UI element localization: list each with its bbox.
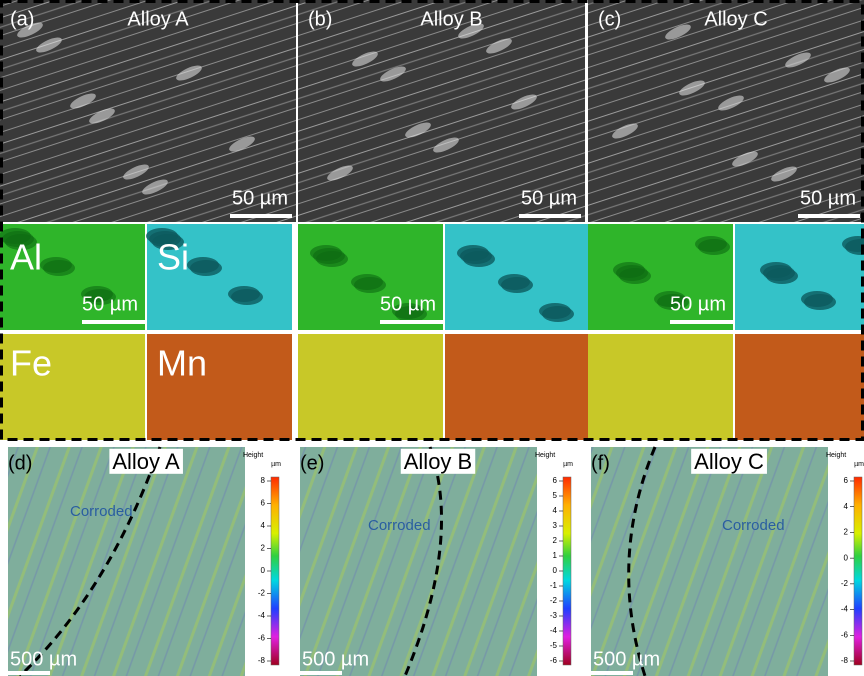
height-map bbox=[8, 447, 245, 676]
colorbar-tick-label: 8 bbox=[261, 476, 266, 485]
eds-phase bbox=[316, 251, 348, 267]
eds-map bbox=[445, 334, 590, 440]
element-label: Si bbox=[157, 237, 189, 278]
eds-map bbox=[298, 334, 443, 440]
eds-phase bbox=[698, 239, 730, 255]
colorbar-tick-label: -2 bbox=[841, 579, 849, 588]
element-label: Fe bbox=[10, 343, 52, 384]
colorbar-tick-label: 4 bbox=[844, 502, 849, 511]
region-label: Corroded bbox=[70, 503, 133, 520]
eds-map bbox=[588, 334, 733, 440]
colorbar bbox=[271, 477, 279, 665]
eds-phase bbox=[766, 268, 798, 284]
eds-phase bbox=[190, 260, 222, 276]
colorbar-tick-label: 4 bbox=[261, 521, 266, 530]
panel-label: (f) bbox=[591, 452, 610, 474]
colorbar-tick-label: 0 bbox=[844, 553, 849, 562]
panel-title: Alloy C bbox=[704, 8, 767, 30]
panel-label: (e) bbox=[300, 452, 324, 474]
colorbar-tick-label: -2 bbox=[550, 596, 558, 605]
colorbar-unit: µm bbox=[271, 461, 281, 468]
colorbar-title: Height bbox=[243, 452, 263, 459]
panel-title: Alloy C bbox=[694, 449, 764, 474]
eds-phase bbox=[542, 306, 574, 322]
colorbar-unit: µm bbox=[563, 461, 573, 468]
scale-label: 50 µm bbox=[380, 293, 436, 315]
height-map bbox=[591, 447, 828, 676]
colorbar-tick-label: -6 bbox=[841, 630, 849, 639]
colorbar-tick-label: -4 bbox=[841, 605, 849, 614]
scale-label: 500 µm bbox=[10, 648, 77, 670]
scale-label: 50 µm bbox=[800, 187, 856, 209]
eds-phase bbox=[804, 294, 836, 310]
colorbar-tick-label: -2 bbox=[258, 589, 266, 598]
colorbar-tick-label: 4 bbox=[553, 506, 558, 515]
colorbar-tick-label: 1 bbox=[553, 551, 558, 560]
panel-title: Alloy A bbox=[127, 8, 189, 30]
eds-phase bbox=[231, 289, 263, 305]
colorbar-tick-label: -4 bbox=[550, 626, 558, 635]
panel-label: (a) bbox=[10, 8, 34, 30]
colorbar-tick-label: -6 bbox=[258, 634, 266, 643]
eds-phase bbox=[354, 277, 386, 293]
colorbar-tick-label: -5 bbox=[550, 641, 558, 650]
colorbar-title: Height bbox=[826, 452, 846, 459]
panel-label: (c) bbox=[598, 8, 621, 30]
colorbar bbox=[854, 477, 862, 665]
eds-phase bbox=[43, 260, 75, 276]
colorbar-tick-label: -8 bbox=[258, 656, 266, 665]
colorbar bbox=[563, 477, 571, 665]
colorbar-tick-label: -4 bbox=[258, 611, 266, 620]
colorbar-tick-label: 6 bbox=[261, 499, 266, 508]
colorbar-tick-label: 0 bbox=[261, 566, 266, 575]
element-label: Al bbox=[10, 237, 42, 278]
colorbar-tick-label: -8 bbox=[841, 656, 849, 665]
panel-label: (b) bbox=[308, 8, 332, 30]
region-label: Corroded bbox=[722, 517, 785, 534]
colorbar-tick-label: 6 bbox=[844, 476, 849, 485]
colorbar-tick-label: -1 bbox=[550, 581, 558, 590]
scale-label: 50 µm bbox=[521, 187, 577, 209]
colorbar-tick-label: 3 bbox=[553, 521, 558, 530]
scale-label: 50 µm bbox=[232, 187, 288, 209]
element-label: Mn bbox=[157, 343, 207, 384]
colorbar-title: Height bbox=[535, 452, 555, 459]
colorbar-tick-label: -3 bbox=[550, 611, 558, 620]
colorbar-tick-label: 2 bbox=[261, 544, 266, 553]
panel-label: (d) bbox=[8, 452, 32, 474]
colorbar-unit: µm bbox=[854, 461, 864, 468]
colorbar-tick-label: 0 bbox=[553, 566, 558, 575]
colorbar-tick-label: 2 bbox=[553, 536, 558, 545]
scale-label: 50 µm bbox=[82, 293, 138, 315]
eds-phase bbox=[463, 251, 495, 267]
colorbar-tick-label: -6 bbox=[550, 656, 558, 665]
eds-phase bbox=[501, 277, 533, 293]
panel-title: Alloy B bbox=[420, 8, 482, 30]
scale-label: 500 µm bbox=[593, 648, 660, 670]
eds-map bbox=[735, 334, 864, 440]
panel-title: Alloy B bbox=[404, 449, 472, 474]
region-label: Corroded bbox=[368, 517, 431, 534]
panel-title: Alloy A bbox=[112, 449, 180, 474]
figure: (a)Alloy A50 µm(b)Alloy B50 µm(c)Alloy C… bbox=[0, 0, 864, 676]
scale-label: 50 µm bbox=[670, 293, 726, 315]
page: (a)Alloy A50 µm(b)Alloy B50 µm(c)Alloy C… bbox=[0, 0, 864, 676]
colorbar-tick-label: 5 bbox=[553, 491, 558, 500]
colorbar-tick-label: 6 bbox=[553, 476, 558, 485]
eds-phase bbox=[619, 268, 651, 284]
colorbar-tick-label: 2 bbox=[844, 528, 849, 537]
scale-label: 500 µm bbox=[302, 648, 369, 670]
